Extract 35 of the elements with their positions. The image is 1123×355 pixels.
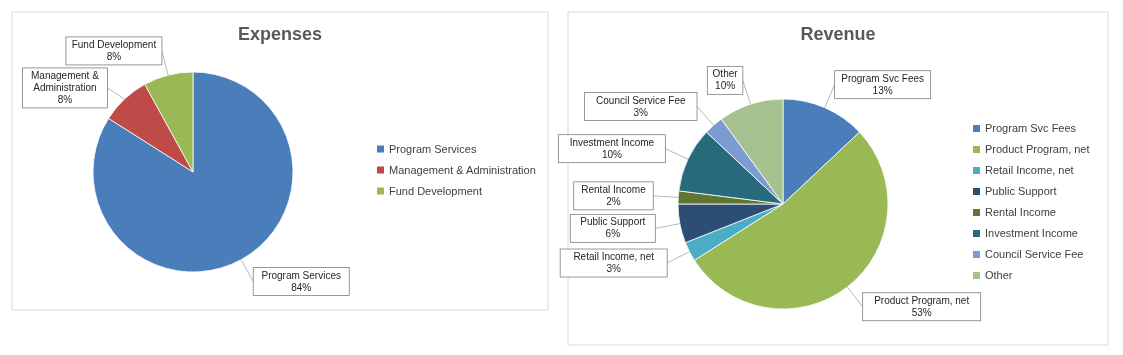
data-label: 84% (291, 281, 312, 293)
legend-label: Management & Administration (389, 163, 536, 176)
data-label: 2% (606, 195, 621, 207)
slice-label: Council Service Fee (596, 94, 686, 106)
legend-label: Investment Income (985, 227, 1078, 239)
data-label: 10% (715, 80, 736, 92)
legend-label: Program Services (389, 142, 477, 155)
legend-label: Rental Income (985, 206, 1056, 218)
chart-title: Revenue (800, 24, 876, 44)
slice-label: Management & Administration (31, 69, 100, 93)
data-label: 13% (872, 84, 893, 96)
slice-label: Retail Income, net (573, 251, 655, 263)
data-label: 3% (633, 106, 649, 118)
legend-label: Fund Development (389, 184, 482, 197)
legend-label: Retail Income, net (985, 164, 1074, 176)
slice-label: Program Services (261, 269, 341, 281)
legend-label: Council Service Fee (985, 248, 1084, 260)
data-label: 8% (106, 50, 122, 62)
slice-label: Other (712, 68, 739, 80)
legend-label: Product Program, net (985, 143, 1090, 155)
data-label: 3% (606, 263, 621, 275)
slice-label: Fund Development (71, 38, 157, 50)
slice-label: Investment Income (569, 136, 655, 148)
data-label: 8% (57, 93, 73, 105)
legend-label: Program Svc Fees (985, 122, 1077, 134)
slice-label: Product Program, net (874, 294, 970, 306)
slice-label: Public Support (580, 216, 646, 228)
slice-label: Program Svc Fees (841, 72, 925, 84)
data-label: 53% (911, 306, 932, 318)
legend-label: Public Support (985, 185, 1057, 197)
legend-label: Other (985, 269, 1013, 281)
data-label: 6% (605, 228, 621, 240)
data-label: 10% (601, 148, 622, 160)
chart-title: Expenses (237, 24, 323, 44)
slice-label: Rental Income (581, 183, 647, 195)
